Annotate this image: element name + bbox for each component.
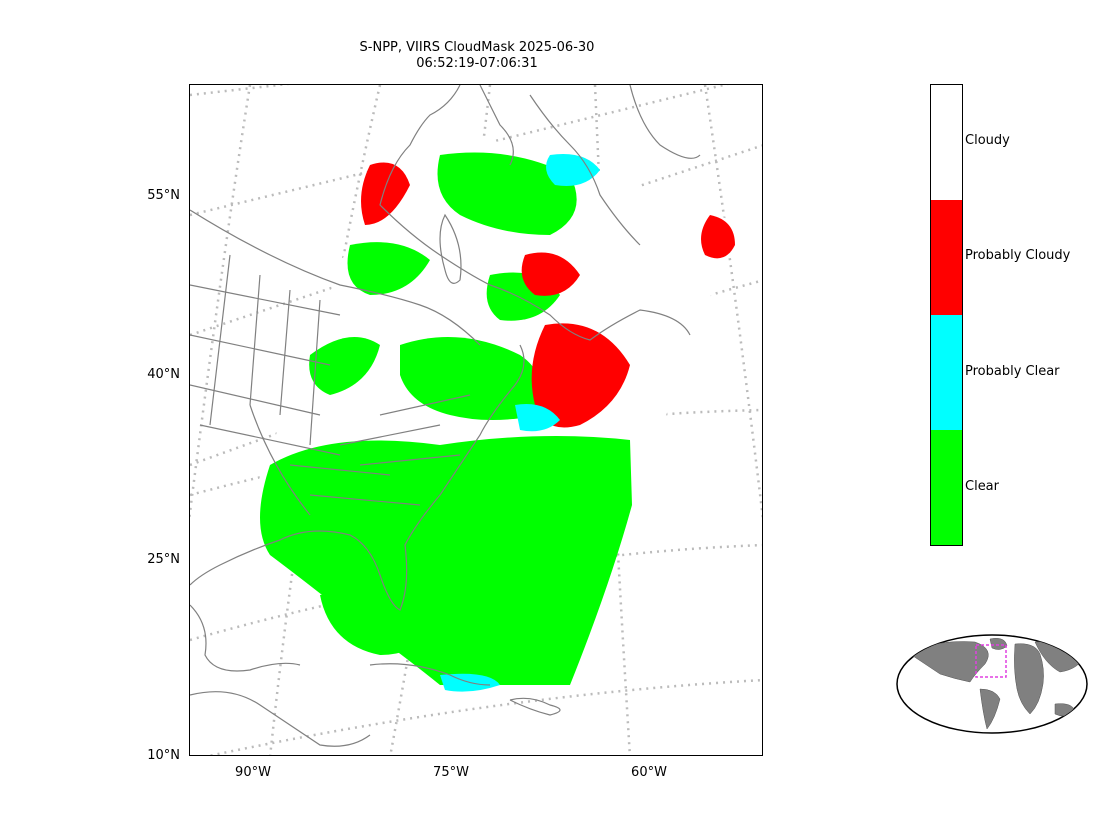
colorbar-cloudy xyxy=(931,85,962,200)
coastline-cuba xyxy=(369,663,491,686)
inset-land xyxy=(909,638,1086,730)
lon-label-60w: 60°W xyxy=(631,765,667,780)
probably-clear-central xyxy=(515,404,560,432)
graticule-lon-90 xyxy=(190,85,252,523)
coastline-labrador xyxy=(529,94,641,246)
coastline-canada xyxy=(379,85,691,341)
coastline-greenland xyxy=(629,85,701,159)
colorbar-label-clear: Clear xyxy=(965,479,999,494)
coastline-hudson-bay xyxy=(479,85,514,166)
map-title: S-NPP, VIIRS CloudMask 2025-06-30 06:52:… xyxy=(190,40,764,72)
graticule-lat-15 xyxy=(207,678,762,755)
lat-label-10: 10°N xyxy=(147,748,180,763)
clear-region-northeast xyxy=(437,152,577,235)
inset-greenland xyxy=(989,638,1008,650)
colorbar-probably-clear xyxy=(931,315,962,430)
state-border-1 xyxy=(209,254,321,446)
inset-europe-africa xyxy=(1014,643,1044,715)
state-border-4 xyxy=(339,394,471,466)
map-panel[interactable] xyxy=(189,84,763,756)
coastline-mexico xyxy=(190,691,371,747)
clear-region-central xyxy=(400,337,543,420)
great-lakes xyxy=(439,213,462,284)
colorbar-label-probably-clear: Probably Clear xyxy=(965,364,1060,379)
swath xyxy=(244,113,738,693)
lat-label-25: 25°N xyxy=(147,552,180,567)
locator-inset xyxy=(895,634,1089,740)
probably-cloudy-gulf xyxy=(521,252,580,296)
probably-clear-hudson xyxy=(546,154,600,186)
title-line-1: S-NPP, VIIRS CloudMask 2025-06-30 xyxy=(359,40,595,55)
inset-south-america xyxy=(979,688,1001,730)
lon-label-90w: 90°W xyxy=(235,765,271,780)
clear-region-northwest xyxy=(347,242,430,295)
clear-region-west xyxy=(309,337,380,395)
title-line-2: 06:52:19-07:06:31 xyxy=(416,56,538,71)
colorbar xyxy=(930,84,963,546)
land-outlines xyxy=(190,85,701,747)
colorbar-label-probably-cloudy: Probably Cloudy xyxy=(965,248,1071,263)
clear-region-caribbean xyxy=(320,593,430,655)
map-canvas xyxy=(190,85,762,755)
coastline-eastern-us xyxy=(190,344,525,611)
border-us-canada xyxy=(190,209,481,346)
inset-north-america xyxy=(909,641,989,683)
lat-label-40: 40°N xyxy=(147,367,180,382)
state-border-2 xyxy=(190,284,341,456)
inset-globe xyxy=(896,634,1088,734)
colorbar-label-cloudy: Cloudy xyxy=(965,133,1010,148)
colorbar-probably-cloudy xyxy=(931,200,962,315)
probably-cloudy-labrador xyxy=(361,162,410,225)
clear-region-south xyxy=(260,436,632,685)
state-border-3 xyxy=(249,404,421,516)
inset-region-box xyxy=(975,644,1007,678)
graticule-lat-50 xyxy=(190,85,290,97)
graticule-lon-55 xyxy=(703,85,762,522)
colorbar-clear xyxy=(931,430,962,545)
probably-cloudy-atlantic xyxy=(531,323,630,428)
coastline-gulf xyxy=(190,604,301,672)
probably-cloudy-east xyxy=(701,215,735,259)
coastline-hispaniola xyxy=(509,697,561,716)
lon-label-75w: 75°W xyxy=(433,765,469,780)
lat-label-55: 55°N xyxy=(147,188,180,203)
